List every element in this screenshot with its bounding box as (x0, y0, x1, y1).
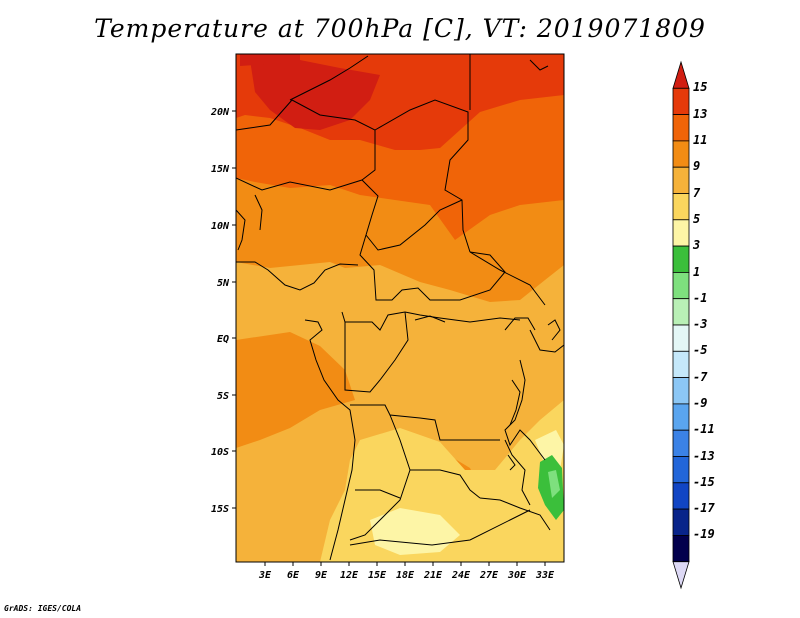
colorbar-swatch (672, 561, 690, 590)
colorbar-label: 3 (692, 238, 700, 252)
lon-label: 15E (368, 570, 387, 581)
lat-label: EQ (217, 334, 229, 345)
colorbar-label: 9 (693, 159, 700, 173)
colorbar-swatch (672, 377, 690, 405)
colorbar-label: 13 (693, 107, 707, 121)
colorbar-label: -3 (693, 317, 707, 331)
lon-label: 6E (287, 570, 300, 581)
colorbar-label: 15 (693, 80, 707, 94)
colorbar-label: -13 (693, 449, 715, 463)
colorbar-swatch (672, 271, 690, 300)
colorbar-swatch (672, 166, 690, 194)
country-boundaries (236, 54, 564, 561)
colorbar-label: -11 (693, 422, 715, 436)
colorbar-swatch (672, 219, 690, 247)
lon-label: 30E (507, 570, 527, 581)
colorbar-labels: 15 13 11 9 7 5 3 1 -1 -3 -5 -7 -9 -11 -1… (692, 80, 715, 541)
lat-label: 10S (211, 447, 229, 458)
lat-label: 5N (217, 278, 230, 289)
colorbar-swatch (672, 245, 690, 273)
lon-ticks (264, 562, 546, 566)
colorbar-label: 1 (693, 265, 700, 279)
colorbar-swatch (672, 456, 690, 484)
colorbar-swatch (672, 87, 690, 116)
map-title: Temperature at 700hPa [C], VT: 201907180… (94, 14, 706, 43)
colorbar-swatch (672, 403, 690, 431)
colorbar-label: 11 (693, 133, 707, 147)
colorbar-label: 7 (693, 186, 701, 200)
lon-label: 9E (315, 570, 328, 581)
colorbar-label: -7 (693, 370, 708, 384)
colorbar-swatch (672, 350, 690, 378)
colorbar-label: -9 (693, 396, 707, 410)
colorbar-swatch (672, 508, 690, 536)
lon-label: 33E (535, 570, 555, 581)
lon-label: 24E (451, 570, 471, 581)
colorbar-swatch (672, 193, 690, 221)
colorbar-label: -15 (693, 475, 715, 489)
lat-label: 5S (217, 391, 229, 402)
lon-label: 21E (423, 570, 443, 581)
colorbar-swatch (672, 535, 690, 563)
lat-label: 10N (211, 221, 230, 232)
colorbar (672, 60, 690, 590)
colorbar-swatch (672, 60, 690, 89)
lat-label: 15S (211, 504, 229, 515)
lat-label: 15N (211, 164, 230, 175)
lat-label: 20N (210, 107, 230, 118)
colorbar-label: -19 (693, 527, 715, 541)
colorbar-swatch (672, 482, 690, 510)
lon-label: 3E (258, 570, 272, 581)
colorbar-swatch (672, 429, 690, 457)
grads-credit: GrADS: IGES/COLA (4, 604, 82, 613)
colorbar-swatch (672, 298, 690, 326)
colorbar-swatch (672, 324, 690, 352)
lon-label: 12E (340, 570, 359, 581)
temperature-field (236, 54, 564, 562)
colorbar-label: 5 (693, 212, 700, 226)
map-frame (235, 53, 565, 563)
lon-label: 27E (479, 570, 499, 581)
colorbar-label: -5 (693, 343, 707, 357)
lat-ticks (232, 110, 236, 509)
lon-label: 18E (396, 570, 415, 581)
colorbar-swatch (672, 140, 690, 168)
colorbar-label: -17 (693, 501, 715, 515)
colorbar-label: -1 (693, 291, 707, 305)
colorbar-swatch (672, 114, 690, 142)
